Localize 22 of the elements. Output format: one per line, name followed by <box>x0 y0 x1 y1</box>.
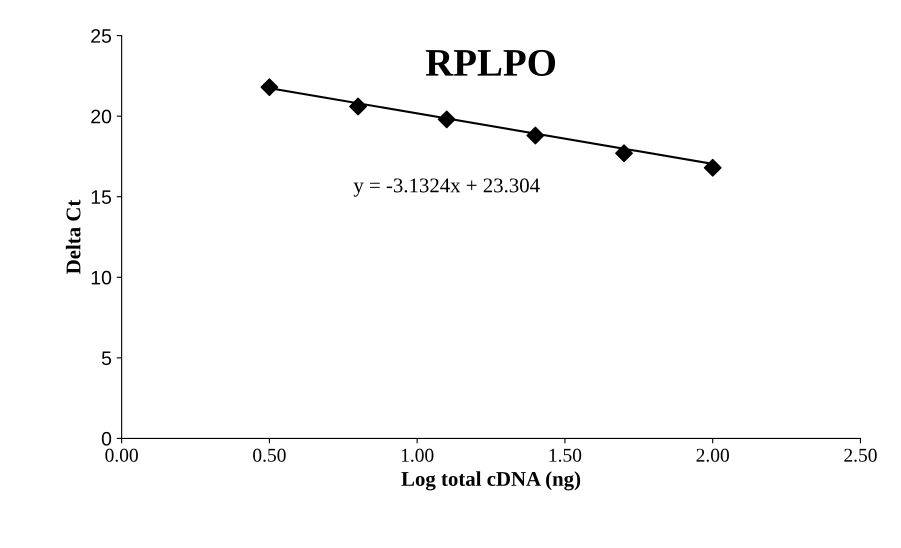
point <box>438 110 456 128</box>
x-tick-label: 2.00 <box>696 448 729 462</box>
y-tick-label: 5 <box>102 352 112 366</box>
x-tick-label: 2.50 <box>844 448 877 462</box>
y-tick-label: 0 <box>102 432 112 446</box>
point <box>349 98 367 116</box>
chart-title: RPLPO <box>426 50 556 76</box>
y-tick-label: 10 <box>92 270 112 285</box>
point <box>615 144 633 162</box>
x-tick-label: 1.00 <box>402 448 434 462</box>
x-tick-label: 1.50 <box>550 448 582 462</box>
point <box>526 126 544 144</box>
annotation: y = -3.1324x + 23.304 <box>354 178 540 197</box>
y-axis-title: Delta Ct <box>66 200 80 274</box>
x-axis-title: Log total cDNA (ng) <box>401 471 580 490</box>
y-tick-label: 15 <box>92 190 112 204</box>
y-tick-label: 25 <box>91 29 112 43</box>
point <box>704 158 722 177</box>
x-tick-label: 0.00 <box>105 448 138 462</box>
x-tick-label: 0.50 <box>253 448 286 462</box>
point <box>260 78 278 96</box>
y-tick-label: 20 <box>91 110 112 124</box>
